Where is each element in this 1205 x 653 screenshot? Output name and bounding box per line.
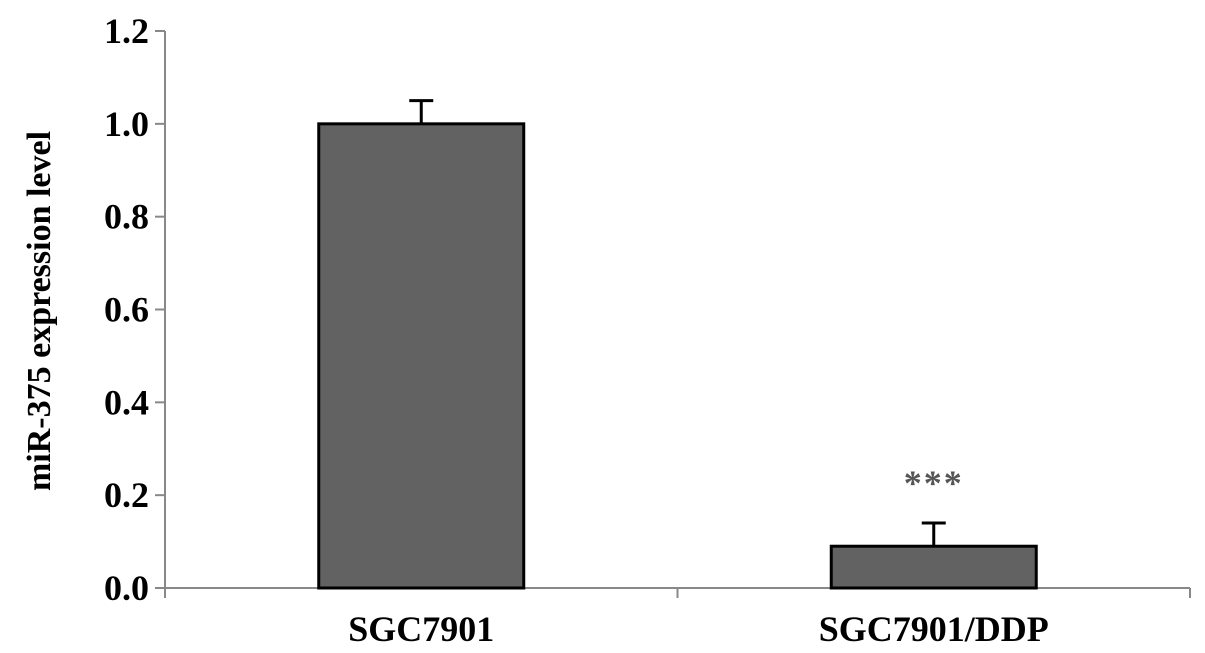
annotations: ***: [904, 463, 964, 503]
y-ticks: 0.0 0.2 0.4 0.6 0.8 1.0 1.2: [104, 11, 165, 608]
bars: [317, 122, 1038, 590]
error-bars: [409, 99, 946, 547]
y-tick-label: 0.4: [104, 382, 149, 422]
y-tick-label: 0.8: [104, 197, 149, 237]
y-tick-label: 0.2: [104, 475, 149, 515]
category-labels: SGC7901 SGC7901/DDP: [348, 609, 1049, 649]
y-tick-label: 1.0: [104, 104, 149, 144]
significance-label: ***: [904, 463, 964, 503]
bar: [829, 544, 1038, 590]
y-tick-label: 0.0: [104, 568, 149, 608]
y-tick-label: 0.6: [104, 290, 149, 330]
y-tick-label: 1.2: [104, 11, 149, 51]
y-axis-title-group: miR-375 expression level: [21, 131, 58, 491]
category-label: SGC7901: [348, 609, 494, 649]
bar: [317, 122, 526, 590]
y-axis-title: miR-375 expression level: [21, 131, 58, 491]
category-label: SGC7901/DDP: [819, 609, 1049, 649]
